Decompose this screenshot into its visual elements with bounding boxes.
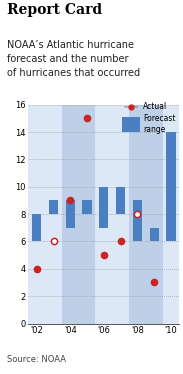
Text: Actual: Actual [143,102,167,111]
Text: Source: NOAA: Source: NOAA [7,355,66,364]
Bar [96,105,129,324]
Bar [83,200,92,214]
Bar [49,200,58,214]
Bar [150,228,159,242]
Bar [28,105,62,324]
Bar [62,105,96,324]
Bar [129,105,163,324]
Bar [32,214,41,242]
Text: NOAA’s Atlantic hurricane
forecast and the number
of hurricanes that occurred: NOAA’s Atlantic hurricane forecast and t… [7,40,140,77]
Text: Report Card: Report Card [7,3,102,17]
FancyBboxPatch shape [122,117,140,132]
Bar [133,200,142,242]
Bar [99,187,109,228]
Text: Forecast
range: Forecast range [143,114,176,135]
Bar [166,132,175,242]
Bar [66,200,75,228]
Bar [163,105,179,324]
Bar [116,187,125,214]
